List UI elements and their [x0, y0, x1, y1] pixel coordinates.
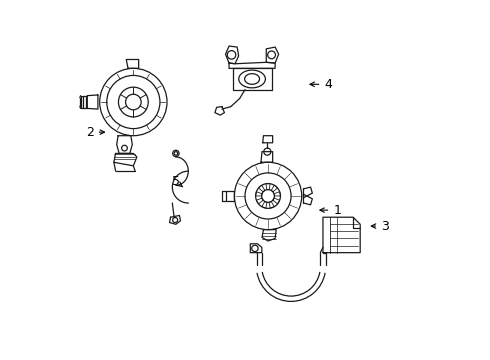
- Text: 3: 3: [371, 220, 389, 233]
- Text: 4: 4: [310, 78, 332, 91]
- Text: 5: 5: [172, 175, 183, 188]
- Text: 2: 2: [86, 126, 104, 139]
- Text: 1: 1: [320, 204, 341, 217]
